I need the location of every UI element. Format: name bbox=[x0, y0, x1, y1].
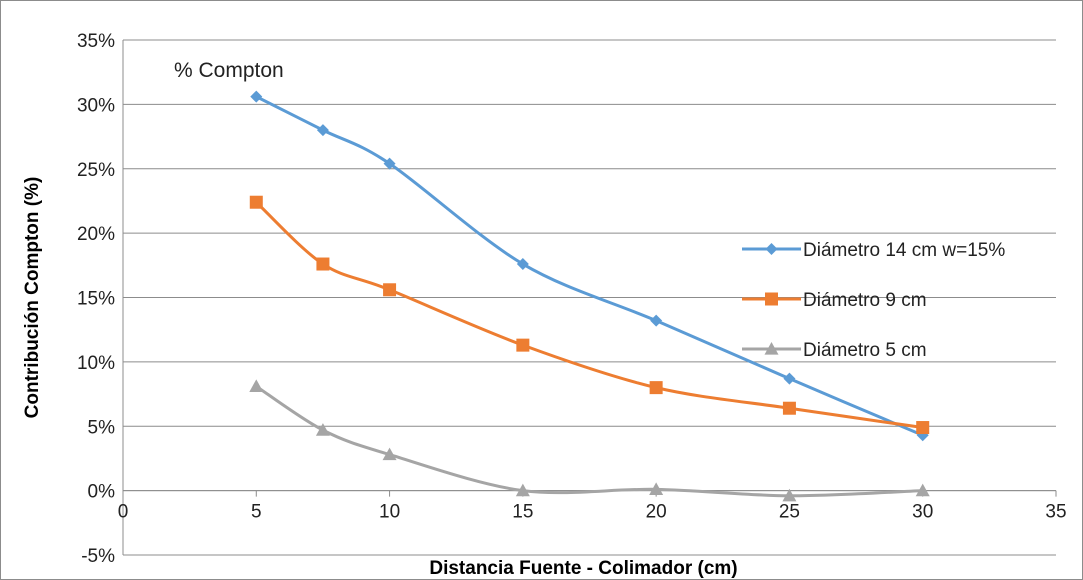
data-point-diamond bbox=[316, 124, 329, 137]
data-point-square bbox=[383, 283, 397, 297]
y-tick-label: 0% bbox=[88, 482, 116, 503]
legend-label: Diámetro 9 cm bbox=[803, 290, 927, 311]
legend-marker-diamond bbox=[765, 243, 778, 255]
data-point-square bbox=[916, 421, 930, 435]
annotation-label: % Compton bbox=[174, 59, 284, 82]
data-point-square bbox=[649, 381, 663, 395]
series-group bbox=[249, 90, 930, 502]
y-tick-label: 35% bbox=[77, 31, 115, 52]
data-point-triangle bbox=[915, 483, 930, 497]
series-2 bbox=[249, 195, 930, 435]
data-point-square bbox=[316, 257, 330, 271]
x-tick-label: 10 bbox=[379, 502, 400, 523]
x-tick-label: 35 bbox=[1045, 502, 1066, 523]
y-tick-label: 5% bbox=[88, 417, 116, 438]
data-point-triangle bbox=[315, 423, 330, 436]
data-point-triangle bbox=[382, 447, 397, 461]
legend-item-1: Diámetro 14 cm w=15% bbox=[742, 240, 1005, 261]
y-tick-label: 10% bbox=[77, 353, 115, 374]
y-axis-title: Contribución Compton (%) bbox=[22, 177, 43, 419]
legend-marker-triangle bbox=[764, 342, 779, 355]
x-tick-label: 15 bbox=[512, 502, 533, 523]
data-point-diamond bbox=[250, 90, 263, 103]
data-point-triangle bbox=[649, 482, 664, 495]
legend-marker-square bbox=[765, 292, 778, 306]
y-tick-label: 25% bbox=[77, 160, 115, 181]
x-tick-label: 20 bbox=[646, 502, 667, 523]
data-point-triangle bbox=[515, 483, 530, 497]
x-tick-label: 25 bbox=[779, 502, 800, 523]
data-point-diamond bbox=[783, 372, 796, 385]
series-3 bbox=[249, 379, 930, 502]
series-1 bbox=[250, 90, 929, 442]
y-tick-label: 15% bbox=[77, 289, 115, 310]
y-tick-label: -5% bbox=[81, 546, 115, 567]
legend-label: Diámetro 14 cm w=15% bbox=[803, 240, 1005, 261]
data-point-triangle bbox=[249, 379, 264, 392]
legend: Diámetro 14 cm w=15% Diámetro 9 cm Diámetr… bbox=[742, 240, 1005, 361]
data-point-diamond bbox=[383, 157, 396, 170]
legend-item-2: Diámetro 9 cm bbox=[742, 290, 927, 311]
data-point-diamond bbox=[650, 314, 663, 327]
y-tick-label: 30% bbox=[77, 95, 115, 116]
data-point-square bbox=[249, 195, 263, 209]
data-point-diamond bbox=[516, 258, 529, 271]
data-point-triangle bbox=[782, 488, 797, 502]
y-tick-label: 20% bbox=[77, 224, 115, 245]
x-tick-label: 0 bbox=[118, 502, 129, 523]
x-tick-label: 30 bbox=[912, 502, 933, 523]
legend-item-3: Diámetro 5 cm bbox=[742, 340, 927, 361]
labels-group: -5% 0% 5% 10% 15% 20% 25% 30% 35% 0 5 10 15 20 25 30 35 D… bbox=[22, 31, 1067, 579]
x-axis-title: Distancia Fuente - Colimador (cm) bbox=[429, 558, 737, 579]
legend-label: Diámetro 5 cm bbox=[803, 340, 927, 361]
x-tick-label: 5 bbox=[251, 502, 262, 523]
data-point-square bbox=[782, 401, 796, 415]
data-point-square bbox=[516, 338, 530, 352]
